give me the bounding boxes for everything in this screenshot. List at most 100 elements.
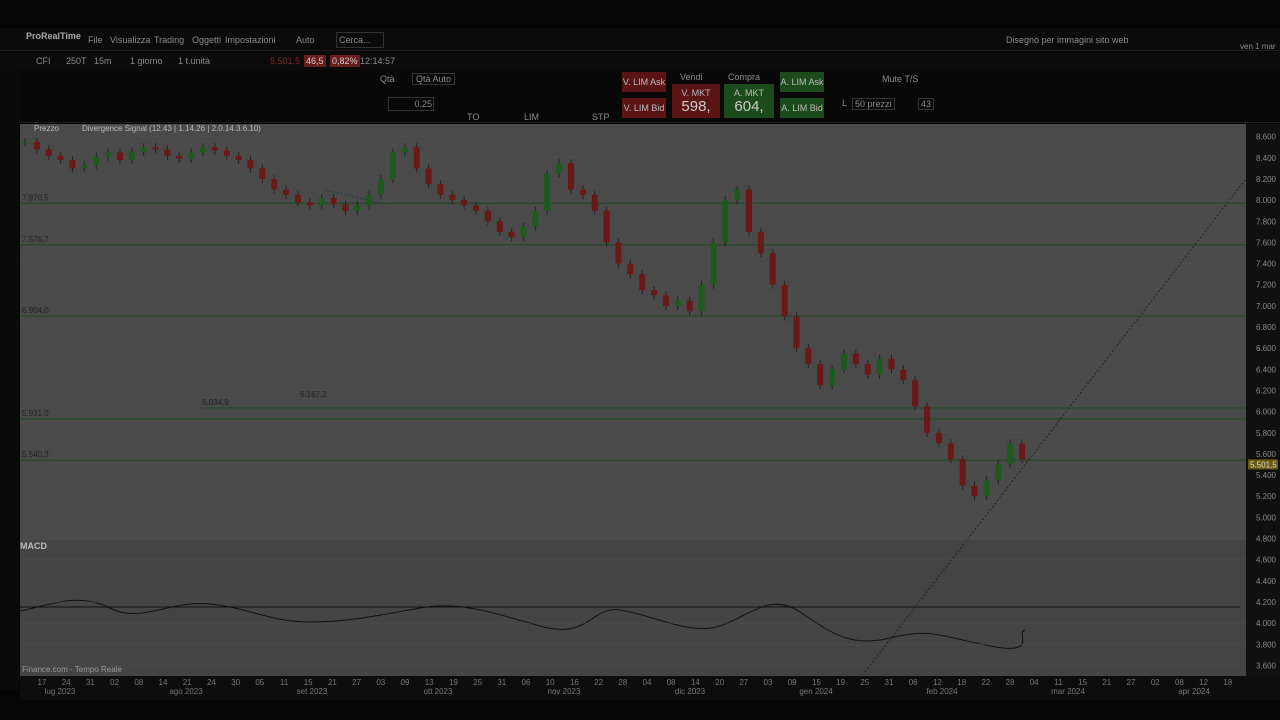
candle-body xyxy=(81,165,88,169)
x-tick-label: 13 xyxy=(425,678,434,687)
candle-body xyxy=(579,189,586,195)
candle-body xyxy=(105,152,112,157)
y-tick-label: 5.800 xyxy=(1256,429,1277,438)
x-tick-label: 14 xyxy=(159,678,168,687)
field[interactable]: 15m xyxy=(94,56,112,66)
candle-body xyxy=(389,152,396,179)
candle-body xyxy=(603,210,610,243)
candle-body xyxy=(342,204,349,211)
x-tick-label: 19 xyxy=(836,678,845,687)
x-tick-label: 27 xyxy=(739,678,748,687)
x-tick-label: 17 xyxy=(38,678,47,687)
auto-button[interactable]: Auto xyxy=(296,35,315,45)
sell-limit-ask[interactable]: V. LIM Ask xyxy=(622,72,666,92)
time: 12:14:57 xyxy=(360,56,396,66)
candle-body xyxy=(128,151,135,160)
month-label: ago 2023 xyxy=(169,687,203,696)
x-tick-label: 31 xyxy=(497,678,506,687)
x-tick-label: 04 xyxy=(643,678,652,687)
month-label: nov 2023 xyxy=(548,687,581,696)
x-tick-label: 05 xyxy=(255,678,264,687)
y-tick-label: 3.800 xyxy=(1256,640,1277,649)
menu-item[interactable]: File xyxy=(88,35,103,45)
menu-item[interactable]: Impostazioni xyxy=(225,35,276,45)
x-tick-label: 27 xyxy=(352,678,361,687)
candle-body xyxy=(271,178,278,190)
label: Compra xyxy=(728,72,761,82)
candle-body xyxy=(306,202,313,206)
x-tick-label: 25 xyxy=(473,678,482,687)
x-tick-label: 18 xyxy=(1223,678,1232,687)
label: LIM xyxy=(524,112,540,122)
candle-body xyxy=(947,443,954,460)
sell-market[interactable]: V. MKT 598, xyxy=(672,84,720,118)
field[interactable]: 1 giorno xyxy=(130,56,163,66)
buy-price: 604, xyxy=(734,97,764,115)
macd-panel xyxy=(20,540,1246,676)
panel-title: Prezzo xyxy=(34,124,59,133)
menu-item[interactable]: Oggetti xyxy=(192,35,222,45)
label: STP xyxy=(592,112,610,122)
field[interactable]: CFI xyxy=(36,56,51,66)
field[interactable]: 250T xyxy=(66,56,87,66)
label: A. MKT xyxy=(733,87,764,98)
sell-limit-bid[interactable]: V. LIM Bid xyxy=(622,98,666,118)
candle-body xyxy=(639,274,646,291)
menu-item[interactable]: Visualizza xyxy=(110,35,151,45)
x-tick-label: 03 xyxy=(376,678,385,687)
candle-body xyxy=(746,189,753,232)
candle-body xyxy=(57,155,64,160)
prices-select[interactable]: 50 prezzi xyxy=(852,98,895,110)
y-tick-label: 6.000 xyxy=(1256,408,1277,417)
menu-item[interactable]: Trading xyxy=(154,35,185,45)
candle-body xyxy=(484,210,491,222)
candle-body xyxy=(627,263,634,275)
x-tick-label: 03 xyxy=(764,678,773,687)
level-label: 6.034,9 xyxy=(202,398,229,407)
y-tick-label: 4.800 xyxy=(1256,535,1277,544)
candle-body xyxy=(200,147,207,153)
x-tick-label: 30 xyxy=(231,678,240,687)
candle-body xyxy=(757,231,764,254)
month-label: apr 2024 xyxy=(1178,687,1210,696)
x-tick-label: 12 xyxy=(933,678,942,687)
candle-body xyxy=(924,406,931,433)
candle-body xyxy=(69,159,76,169)
search-box[interactable]: Cerca... xyxy=(336,32,384,48)
candle-body xyxy=(1019,443,1025,460)
field[interactable]: 1 t.unità xyxy=(178,56,211,66)
candle-body xyxy=(508,231,515,238)
x-tick-label: 15 xyxy=(812,678,821,687)
candle-body xyxy=(864,364,871,375)
y-tick-label: 7.200 xyxy=(1256,281,1277,290)
website-link[interactable]: Disegno per immagini sito web xyxy=(1006,35,1129,45)
candle-body xyxy=(829,369,836,386)
last-price-tag xyxy=(1248,459,1278,470)
candle-body xyxy=(176,155,183,159)
candle-body xyxy=(330,198,337,205)
y-tick-label: 8.000 xyxy=(1256,196,1277,205)
x-tick-label: 21 xyxy=(183,678,192,687)
mute-toggle[interactable]: Mute T/S xyxy=(882,74,919,84)
buy-market[interactable]: A. MKT 604, xyxy=(724,84,774,118)
y-tick-label: 5.600 xyxy=(1256,450,1277,459)
candle-body xyxy=(473,205,480,211)
y-tick-label: 5.400 xyxy=(1256,471,1277,480)
depth[interactable]: 43 xyxy=(918,98,935,110)
x-tick-label: 08 xyxy=(667,678,676,687)
candle-body xyxy=(674,300,681,306)
candle-body xyxy=(852,353,859,365)
candle-body xyxy=(935,432,942,444)
candle-body xyxy=(888,358,895,370)
qty-input[interactable]: 0.25 xyxy=(388,97,434,111)
candle-body xyxy=(188,152,195,159)
candle-body xyxy=(164,149,171,156)
date: ven 1 mar xyxy=(1240,42,1276,51)
qty-auto[interactable]: Qtà Auto xyxy=(412,73,456,85)
candle-body xyxy=(22,141,28,143)
x-tick-label: 11 xyxy=(280,678,289,687)
buy-limit-ask[interactable]: A. LIM Ask xyxy=(780,72,824,92)
x-tick-label: 15 xyxy=(1078,678,1087,687)
candle-body xyxy=(378,178,385,195)
buy-limit-bid[interactable]: A. LIM Bid xyxy=(780,98,824,118)
